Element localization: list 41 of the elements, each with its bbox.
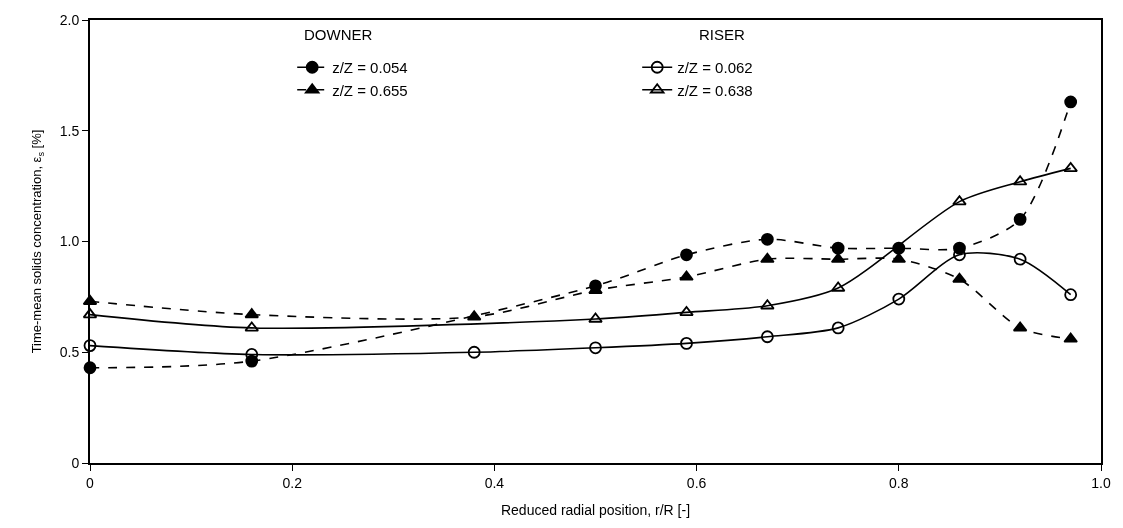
annotation: RISER [699, 26, 746, 43]
x-tick-label: 1.0 [1091, 474, 1111, 491]
legend-label: z/Z = 0.638 [677, 81, 753, 99]
point [760, 252, 775, 263]
point [680, 248, 693, 262]
point [831, 241, 845, 255]
point [679, 305, 694, 317]
x-tick-label: 0.4 [484, 474, 505, 491]
point [1063, 332, 1078, 343]
point [589, 341, 602, 355]
point [760, 232, 774, 246]
point [679, 270, 694, 281]
annotation: DOWNER [304, 26, 373, 43]
y-tick-label: 0 [71, 454, 80, 471]
point [83, 339, 97, 353]
point [760, 330, 774, 344]
point [1064, 95, 1078, 109]
point [1013, 212, 1027, 226]
legend-label: z/Z = 0.054 [332, 59, 408, 77]
y-tick-label: 1.5 [59, 122, 80, 139]
point [952, 272, 967, 283]
point [892, 292, 906, 306]
y-tick-label: 2.0 [59, 11, 80, 28]
legend-label: z/Z = 0.655 [332, 81, 408, 99]
x-tick-label: 0.6 [686, 474, 707, 491]
x-tick-label: 0 [86, 474, 95, 491]
point [680, 336, 693, 350]
y-tick-label: 1.0 [59, 233, 80, 250]
point [1063, 162, 1078, 173]
point [588, 312, 603, 323]
x-tick-label: 0.8 [889, 474, 909, 491]
point [760, 299, 775, 310]
point [952, 195, 967, 206]
y-tick-label: 0.5 [59, 344, 80, 361]
point [1013, 252, 1027, 266]
x-axis-title: Reduced radial position, r/R [-] [500, 501, 691, 518]
point [1064, 288, 1078, 302]
legend-label: z/Z = 0.062 [677, 59, 753, 77]
point [831, 321, 845, 335]
x-tick-label: 0.2 [282, 474, 303, 491]
point [467, 345, 481, 359]
